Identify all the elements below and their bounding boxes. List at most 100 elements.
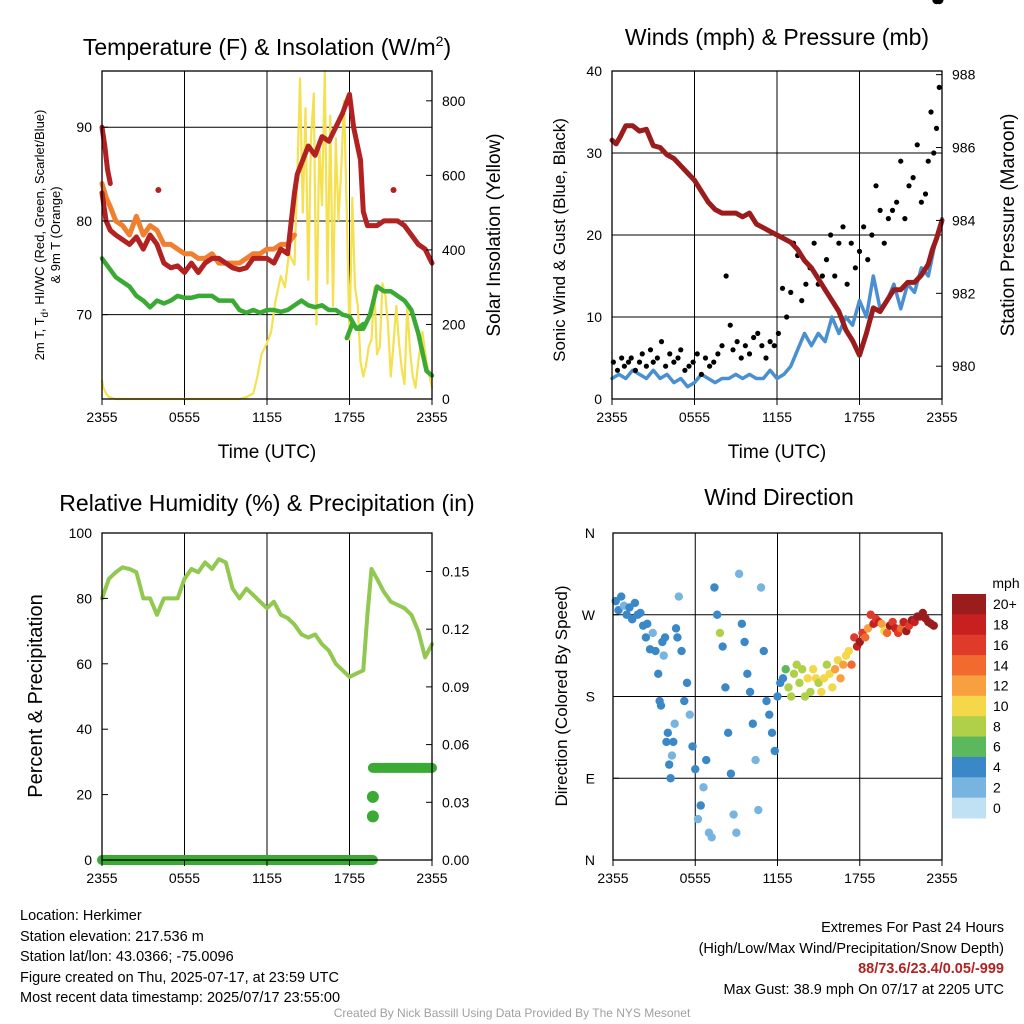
max-gust: Max Gust: 38.9 mph On 07/17 at 2205 UTC xyxy=(723,981,1004,998)
gust-point xyxy=(811,240,817,246)
wind-direction-point xyxy=(759,646,768,656)
wind-direction-point xyxy=(839,660,848,669)
wind-direction-point xyxy=(666,774,675,783)
colorbar-label: 12 xyxy=(993,678,1009,694)
gust-point xyxy=(928,109,934,115)
gust-point xyxy=(788,289,794,295)
insolation-y-tick-label: 400 xyxy=(442,242,466,258)
temperature-y-tick-label: 70 xyxy=(76,307,92,323)
wind-direction-point xyxy=(828,683,837,692)
colorbar-label: 16 xyxy=(993,637,1009,653)
humidity-y-tick-label: 100 xyxy=(69,525,93,541)
x-tick-label: 2355 xyxy=(926,409,957,425)
recent-timestamp: Most recent data timestamp: 2025/07/17 2… xyxy=(20,990,341,1006)
gust-point xyxy=(823,257,830,263)
wind-direction-point xyxy=(789,669,799,678)
wind-direction-point xyxy=(654,669,663,678)
panel-winds: Winds (mph) & Pressure (mb) 0 10 20 30 40 980… xyxy=(550,24,1019,463)
wind-direction-point xyxy=(797,665,807,674)
gust-point xyxy=(914,142,920,148)
x-tick-label: 2355 xyxy=(86,409,117,425)
wind-direction-title: Wind Direction xyxy=(704,484,854,510)
wind-direction-point xyxy=(712,610,722,619)
wind-direction-point xyxy=(888,617,897,627)
wind-direction-point xyxy=(844,646,853,656)
gust-point xyxy=(828,232,834,238)
extremes-title: Extremes For Past 24 Hours xyxy=(821,920,1004,936)
gust-point xyxy=(647,347,654,353)
precipitation-y-tick-label: 0.12 xyxy=(442,621,469,637)
wind-direction-point xyxy=(929,621,938,630)
gust-point xyxy=(730,347,736,353)
temperature-line xyxy=(99,124,113,186)
precipitation-y-tick-label: 0.09 xyxy=(442,679,469,695)
wind-direction-point xyxy=(651,646,660,656)
gust-point xyxy=(650,359,656,365)
credit-line: Created By Nick Bassill Using Data Provi… xyxy=(333,1006,691,1020)
wind-direction-point xyxy=(721,683,730,692)
wind-direction-point xyxy=(670,719,679,728)
colorbar-swatch xyxy=(952,655,986,676)
gust-point xyxy=(682,367,688,373)
x-tick-label: 0555 xyxy=(169,409,200,425)
gust-point xyxy=(715,351,721,357)
gust-point xyxy=(931,150,937,156)
x-tick-label: 1755 xyxy=(334,409,365,425)
extremes-info: Extremes For Past 24 Hours (High/Low/Max… xyxy=(699,918,1004,1000)
gust-point xyxy=(894,199,900,205)
wind-direction-point xyxy=(754,805,763,815)
wind-direction-point xyxy=(765,710,774,719)
wind-y-tick-label: 20 xyxy=(586,227,602,243)
wind-direction-point xyxy=(732,828,741,837)
wind-y-tick-label: 40 xyxy=(586,63,602,79)
precipitation-y-tick-label: 0.15 xyxy=(442,563,469,579)
x-tick-label: 1755 xyxy=(844,409,875,425)
wind-direction-point xyxy=(663,728,673,738)
gust-point xyxy=(639,351,645,357)
wind-direction-point xyxy=(673,633,682,642)
gust-point xyxy=(933,125,940,131)
dewpoint-line xyxy=(99,256,435,378)
pressure-y-tick-label: 988 xyxy=(952,67,976,83)
wind-direction-point xyxy=(659,651,668,660)
winds-ylabel: Sonic Wind & Gust (Blue, Black) xyxy=(550,118,569,362)
gust-point xyxy=(746,351,753,357)
pressure-y-tick-label: 982 xyxy=(952,285,976,301)
gust-point xyxy=(675,355,681,361)
gust-point xyxy=(663,363,669,369)
humidity-title: Relative Humidity (%) & Precipitation (i… xyxy=(59,490,474,516)
wind-direction-point xyxy=(803,674,812,683)
gust-point xyxy=(803,281,809,287)
gust-point xyxy=(711,359,717,365)
wind-y-tick-label: 30 xyxy=(586,145,602,161)
gust-point xyxy=(751,334,757,341)
gust-point xyxy=(784,314,790,320)
pressure-y-tick-label: 986 xyxy=(952,140,976,156)
wind-y-tick-label: 10 xyxy=(586,309,602,325)
direction-tick-label: N xyxy=(585,525,595,541)
x-tick-label: 2355 xyxy=(926,870,957,886)
wind-direction-point xyxy=(740,637,749,647)
colorbar-swatch xyxy=(952,797,986,819)
gust-point xyxy=(702,355,709,361)
gust-point xyxy=(861,224,867,230)
wind-direction-point xyxy=(734,569,744,579)
wind-direction-point xyxy=(693,814,703,824)
gust-point xyxy=(832,273,838,279)
insolation-y-tick-label: 0 xyxy=(442,391,450,407)
wind-direction-point xyxy=(617,592,626,601)
gust-point xyxy=(922,191,929,197)
figure-created: Figure created on Thu, 2025-07-17, at 23… xyxy=(20,969,339,986)
temperature-point xyxy=(155,187,162,194)
wind-direction-point xyxy=(795,678,804,688)
colorbar-swatch xyxy=(952,594,986,615)
humidity-y-tick-label: 0 xyxy=(84,852,92,868)
wind-direction-point xyxy=(691,764,700,774)
gust-point xyxy=(799,298,805,304)
gust-point xyxy=(654,355,660,361)
wind-direction-ylabel: Direction (Colored By Speed) xyxy=(552,585,571,806)
wind-direction-point xyxy=(723,728,733,738)
gust-point xyxy=(763,355,769,361)
winds-xlabel: Time (UTC) xyxy=(728,442,827,463)
gust-point xyxy=(767,339,773,345)
